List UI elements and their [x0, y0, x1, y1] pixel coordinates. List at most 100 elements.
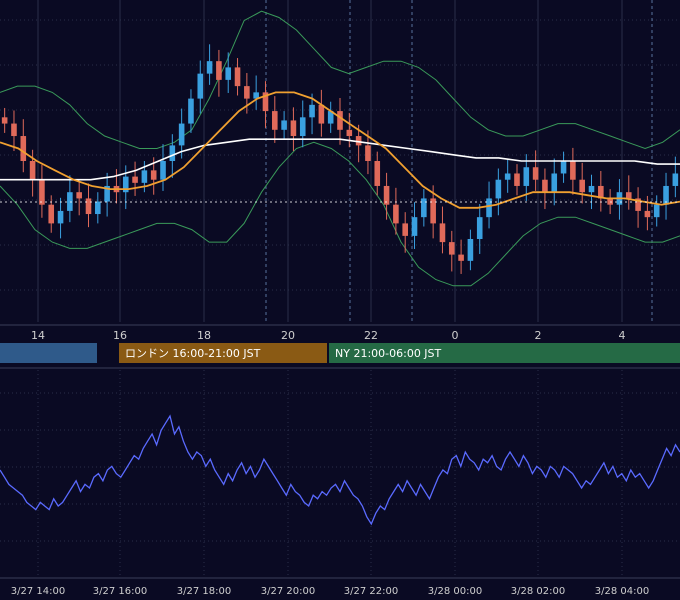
bollinger-bands	[0, 10, 680, 287]
osc-x-tick-4: 3/27 22:00	[344, 586, 398, 597]
candle-body-2	[20, 136, 27, 161]
candle-body-11	[104, 185, 110, 202]
price-x-tick-1: 16	[113, 329, 127, 342]
candle-body-35	[327, 111, 334, 124]
ma-short	[0, 91, 680, 209]
price-x-tick-2: 18	[197, 329, 211, 342]
candle-body-19	[178, 123, 185, 146]
osc-x-tick-7: 3/28 04:00	[595, 586, 649, 597]
candle-body-22	[206, 61, 213, 74]
osc-x-tick-2: 3/27 18:00	[177, 586, 231, 597]
candle-body-43	[402, 223, 408, 236]
candle-body-44	[411, 217, 418, 236]
candle-body-51	[476, 217, 483, 239]
oscillator-line	[0, 414, 680, 526]
candle-body-1	[11, 123, 17, 137]
candle-body-39	[365, 145, 371, 161]
oscillator-x-axis-ticks: 3/27 14:00 3/27 16:00 3/27 18:00 3/27 20:00…	[11, 586, 649, 597]
candle-body-71	[663, 185, 669, 205]
candle-body-49	[458, 254, 464, 261]
candle-body-54	[504, 173, 511, 180]
price-x-tick-4: 22	[364, 329, 378, 342]
price-x-tick-5: 0	[452, 329, 459, 342]
candle-body-30	[281, 120, 287, 130]
price-x-tick-3: 20	[281, 329, 295, 342]
candle-body-40	[374, 161, 381, 186]
candle-body-45	[421, 198, 427, 218]
candle-body-69	[644, 210, 651, 218]
ma-long	[0, 138, 680, 181]
candle-body-31	[290, 120, 297, 137]
candle-body-67	[625, 192, 632, 199]
candle-body-23	[216, 61, 222, 80]
candle-body-48	[448, 242, 455, 255]
candle-body-70	[653, 204, 660, 218]
candle-body-28	[262, 92, 269, 112]
candle-body-4	[39, 179, 45, 205]
candle-body-68	[635, 198, 641, 211]
session-band-1	[119, 343, 327, 363]
session-band-0	[0, 343, 97, 363]
candle-body-18	[169, 145, 176, 161]
candle-body-72	[672, 173, 679, 186]
candle-body-58	[542, 179, 548, 193]
candle-body-24	[225, 67, 232, 80]
candle-body-27	[253, 92, 259, 99]
candle-body-53	[495, 179, 502, 199]
session-bands: ロンドン 16:00-21:00 JST NY 21:00-06:00 JST	[0, 343, 680, 363]
candle-body-62	[579, 179, 585, 193]
candle-body-38	[355, 136, 362, 146]
candle-body-21	[197, 73, 204, 99]
price-x-tick-0: 14	[31, 329, 45, 342]
candle-body-8	[76, 192, 82, 199]
candle-body-37	[346, 129, 353, 137]
candle-body-63	[588, 185, 595, 193]
candle-body-50	[467, 239, 474, 261]
candle-body-61	[570, 161, 576, 180]
session-label-2: NY 21:00-06:00 JST	[335, 347, 442, 360]
moving-averages	[0, 91, 680, 209]
candle-body-7	[67, 192, 73, 211]
candle-body-15	[141, 170, 148, 183]
candle-body-3	[29, 161, 36, 180]
session-label-1: ロンドン 16:00-21:00 JST	[125, 347, 261, 360]
bollinger-upper	[0, 10, 680, 150]
candle-body-56	[523, 167, 530, 186]
candle-body-17	[160, 161, 166, 180]
osc-x-tick-1: 3/27 16:00	[93, 586, 147, 597]
candle-body-34	[318, 104, 325, 124]
candle-body-9	[85, 198, 92, 215]
candle-body-32	[299, 117, 306, 137]
candle-body-64	[598, 185, 604, 199]
session-band-2	[329, 343, 680, 363]
osc-x-tick-0: 3/27 14:00	[11, 586, 65, 597]
candle-body-57	[532, 167, 539, 180]
candle-body-20	[188, 98, 194, 124]
candle-body-46	[430, 198, 436, 224]
candle-body-36	[337, 111, 343, 130]
candle-body-55	[514, 173, 520, 186]
bollinger-lower	[0, 141, 680, 287]
osc-x-tick-3: 3/27 20:00	[261, 586, 315, 597]
price-x-tick-6: 2	[535, 329, 542, 342]
oscillator-grid	[0, 370, 680, 578]
candle-body-13	[122, 176, 129, 193]
candle-body-10	[95, 201, 101, 215]
candle-body-25	[234, 67, 241, 87]
candle-body-0	[1, 117, 8, 124]
candle-body-52	[486, 198, 492, 218]
osc-x-tick-5: 3/28 00:00	[428, 586, 482, 597]
candle-body-16	[150, 170, 157, 180]
candle-body-60	[560, 161, 567, 174]
candle-body-14	[132, 176, 138, 183]
candle-body-41	[383, 185, 390, 205]
candle-body-26	[244, 86, 250, 99]
candle-body-59	[551, 173, 558, 193]
candle-body-5	[48, 204, 55, 224]
candle-body-42	[393, 204, 399, 224]
candle-body-33	[309, 104, 315, 118]
price-x-axis-ticks: 14 16 18 20 22 0 2 4	[31, 329, 626, 342]
candle-body-29	[272, 111, 278, 130]
